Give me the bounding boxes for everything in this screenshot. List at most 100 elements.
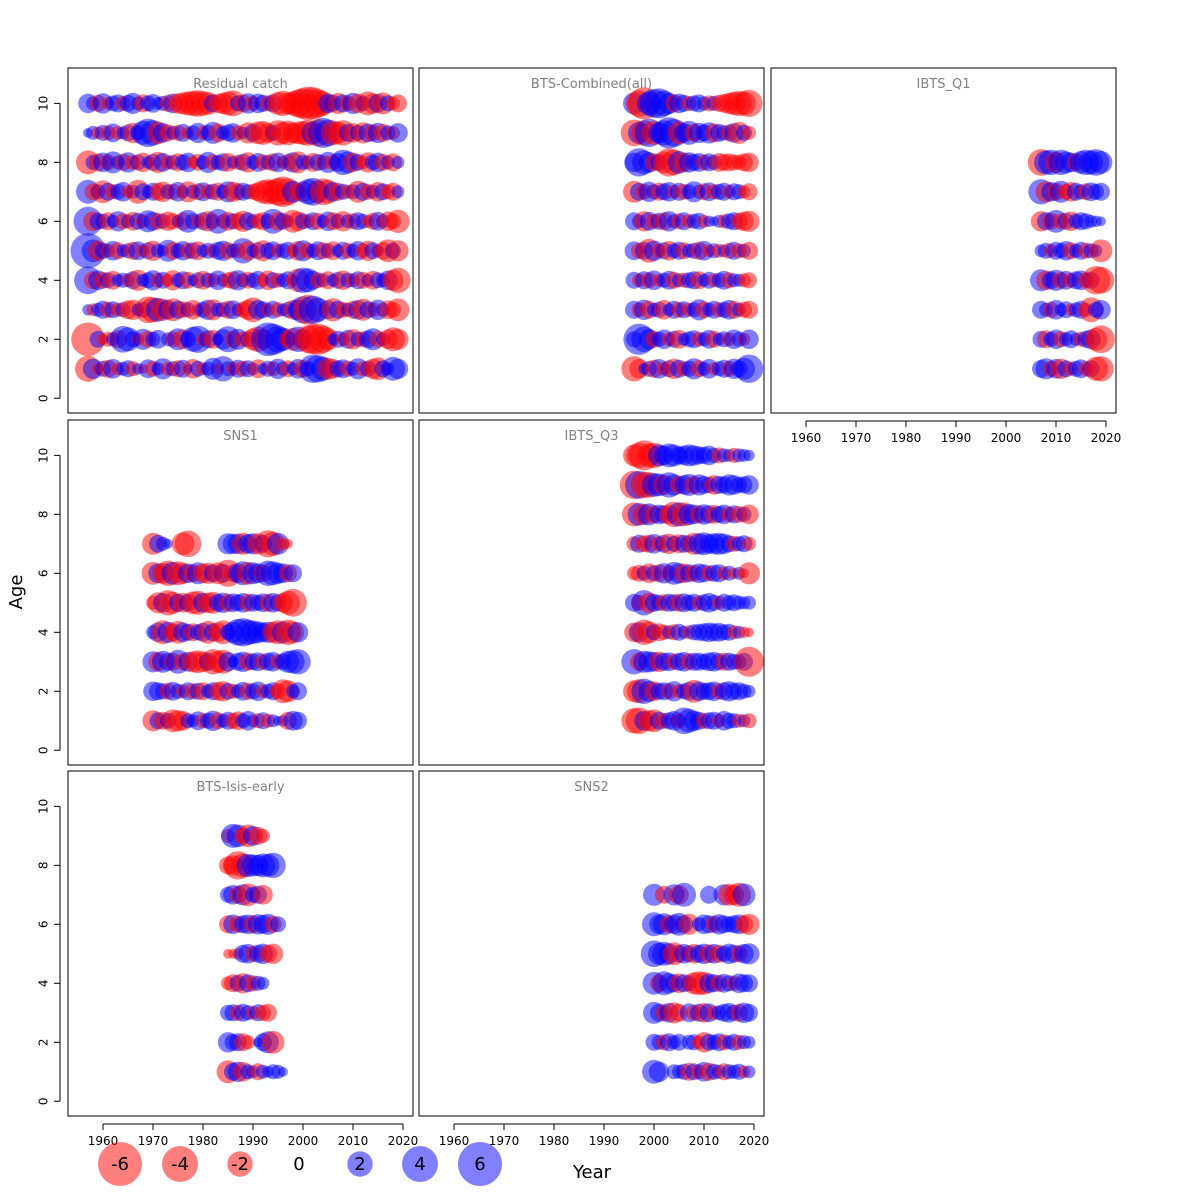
x-tick-label: 1980 [188, 1134, 219, 1148]
residual-bubble [148, 329, 168, 349]
x-tick-label: 1970 [138, 1134, 169, 1148]
residual-bubble [1091, 300, 1111, 320]
x-tick-label: 2010 [689, 1134, 720, 1148]
x-tick-label: 1960 [439, 1134, 470, 1148]
residual-bubble [732, 883, 756, 907]
legend-label: 2 [354, 1154, 365, 1175]
residual-bubble [742, 1065, 756, 1079]
residual-bubble [389, 94, 407, 113]
residual-bubble [391, 185, 405, 199]
residual-bubble [738, 913, 760, 935]
panel-ibts-q1: IBTS_Q1 [770, 67, 1117, 414]
residual-bubble [387, 240, 409, 262]
y-tick-label: 0 [37, 746, 51, 754]
panel-bts-combined-all: BTS-Combined(all) [418, 67, 765, 414]
legend-label: 0 [293, 1154, 304, 1175]
residual-bubble [1089, 151, 1113, 174]
x-tick-label: 2020 [388, 1134, 419, 1148]
residual-bubble [1087, 267, 1115, 294]
residual-bubble [678, 913, 700, 935]
residual-bubble [163, 538, 173, 549]
residual-bubble [742, 1035, 756, 1049]
y-tick-label: 2 [37, 687, 51, 695]
y-tick-label: 0 [37, 394, 51, 402]
legend-label: -6 [111, 1154, 129, 1175]
y-axis-label: Age [6, 575, 27, 610]
residual-bubble [740, 183, 758, 201]
residual-bubble [744, 627, 754, 638]
legend-label: -4 [171, 1154, 189, 1175]
legend-bubble [98, 1142, 142, 1186]
x-axis-label: Year [572, 1162, 612, 1183]
legend-bubble [227, 1151, 253, 1177]
residual-bubble [385, 267, 411, 293]
panel-border [418, 419, 765, 766]
panel-border [67, 770, 414, 1117]
residual-bubble [740, 241, 758, 260]
residual-bubble [241, 1035, 255, 1050]
panel-title: IBTS_Q3 [565, 429, 619, 444]
x-tick-label: 1990 [238, 1134, 269, 1148]
x-tick-label: 2000 [639, 1134, 670, 1148]
panel-ibts-q3: IBTS_Q3 [418, 419, 765, 766]
residual-bubble [278, 1066, 288, 1077]
panel-sns2: SNS2 [418, 770, 765, 1117]
y-tick-label: 6 [37, 570, 51, 578]
residual-bubble [262, 943, 284, 964]
residual-bubble [740, 974, 758, 993]
panel-border [770, 67, 1117, 414]
residual-bubble [287, 622, 309, 643]
residual-bubble [739, 152, 759, 173]
residual-bubble [391, 156, 405, 169]
y-tick-label: 8 [37, 159, 51, 167]
legend-label: -2 [231, 1154, 249, 1175]
residual-bubble [279, 588, 307, 617]
residual-bubble [741, 713, 757, 729]
residual-bubble [1092, 182, 1110, 201]
x-tick-label: 2010 [1041, 431, 1072, 445]
residual-bubble [735, 89, 763, 117]
x-tick-label: 2000 [288, 1134, 319, 1148]
residual-bubble [270, 916, 286, 933]
residual-bubble [289, 711, 307, 730]
x-tick-label: 1960 [791, 431, 822, 445]
panel-title: BTS-Combined(all) [531, 77, 652, 92]
panel-border [418, 770, 765, 1117]
panel-title: Residual catch [193, 77, 288, 92]
residual-bubble [253, 885, 273, 905]
residual-bubble [740, 1003, 758, 1022]
panel-border [67, 419, 414, 766]
residual-bubble [734, 646, 764, 677]
y-tick-label: 8 [37, 511, 51, 519]
bubble-legend: -6 -4 -2 0 2 4 6 [98, 1142, 502, 1186]
legend-label: 4 [414, 1154, 425, 1175]
residual-bubble [256, 828, 270, 843]
y-tick-label: 8 [37, 862, 51, 870]
panel-residual-catch: Residual catch [67, 67, 414, 414]
x-tick-label: 2020 [1091, 431, 1122, 445]
residual-bubble [739, 504, 759, 525]
panel-bts-isis-early: BTS-Isis-early [67, 770, 414, 1117]
residual-bubble [289, 682, 307, 701]
residual-bubble [734, 354, 764, 383]
residual-bubble [740, 300, 758, 319]
residual-bubble [743, 449, 755, 462]
y-tick-label: 2 [37, 1038, 51, 1046]
residual-bubble [259, 1003, 277, 1022]
y-tick-label: 4 [37, 276, 51, 284]
x-tick-label: 1990 [941, 431, 972, 445]
residual-bubble [388, 123, 408, 143]
panel-title: SNS1 [223, 429, 258, 444]
x-tick-label: 1990 [589, 1134, 620, 1148]
residual-bubble [284, 564, 302, 583]
x-tick-label: 1980 [891, 431, 922, 445]
panel-border [418, 67, 765, 414]
residual-bubble [261, 1030, 285, 1054]
y-tick-label: 2 [37, 335, 51, 343]
residual-bubble [386, 209, 410, 233]
panel-border [67, 67, 414, 414]
y-tick-label: 10 [37, 96, 51, 111]
panel-title: IBTS_Q1 [917, 77, 971, 92]
panel-sns1: SNS1 [67, 419, 414, 766]
residual-bubble [738, 210, 760, 232]
